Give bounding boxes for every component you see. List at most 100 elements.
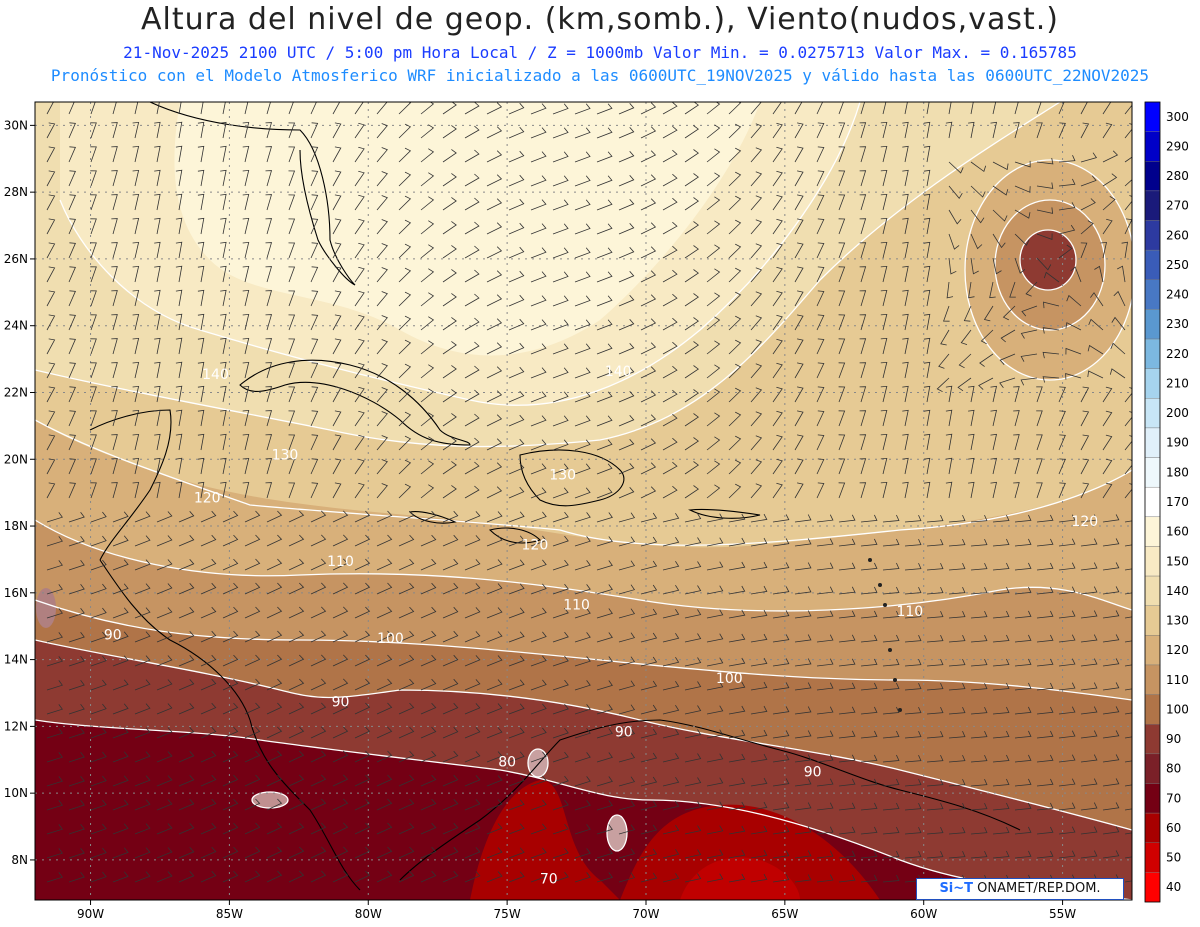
wind-barb (530, 679, 547, 691)
wind-barb (684, 365, 699, 379)
wind-barb (1109, 368, 1126, 379)
wind-barb (923, 361, 931, 379)
wind-barb (552, 487, 569, 499)
colorbar-swatch (1144, 605, 1161, 636)
wind-barb (618, 391, 635, 403)
wind-barb (882, 634, 900, 643)
wind-barb (728, 339, 742, 355)
wind-barb (684, 389, 699, 403)
wind-barb (772, 634, 790, 643)
wind-barb (1124, 832, 1132, 835)
wind-barb (728, 195, 742, 211)
wind-barb (772, 802, 790, 811)
wind-barb (1080, 122, 1090, 139)
wind-barb (90, 847, 107, 859)
wind-barb (880, 241, 888, 259)
wind-barb (684, 753, 702, 763)
wind-barb (530, 607, 547, 619)
wind-barb (859, 314, 867, 331)
wind-barb (838, 778, 856, 787)
wind-barb (530, 247, 547, 259)
wind-barb (859, 458, 867, 475)
wind-barb (442, 630, 459, 643)
wind-barb (816, 658, 834, 667)
wind-barb (596, 415, 613, 427)
wind-barb (816, 754, 834, 763)
wind-barb (794, 754, 812, 763)
wind-barb (882, 778, 900, 787)
wind-barb (376, 582, 393, 595)
wind-barb (486, 486, 503, 499)
wind-barb (816, 386, 825, 403)
contour-label: 70 (540, 871, 558, 887)
wind-barb (750, 705, 768, 715)
wind-barb (618, 127, 635, 139)
wind-barb (332, 314, 342, 331)
wind-barb (904, 850, 922, 859)
wind-barb (354, 102, 364, 115)
wind-barb (640, 294, 657, 307)
wind-barb (706, 609, 724, 619)
colorbar-label: 270 (1166, 199, 1189, 213)
wind-barb (68, 458, 76, 475)
wind-barb (464, 317, 480, 331)
wind-barb (882, 754, 900, 763)
wind-barb (574, 704, 591, 715)
wind-barb (552, 655, 569, 667)
wind-barb (990, 409, 998, 427)
wind-barb (420, 196, 435, 211)
wind-barb (111, 434, 118, 451)
wind-barb (618, 704, 636, 715)
wind-barb (904, 658, 922, 667)
wind-barb (640, 632, 658, 643)
wind-barb (1102, 682, 1120, 691)
lat-tick-label: 16N (4, 586, 28, 600)
wind-barb (376, 750, 393, 763)
wind-barb (640, 270, 657, 283)
wind-barb (508, 511, 525, 523)
wind-barb (508, 703, 525, 715)
wind-barb (178, 583, 195, 595)
wind-barb (990, 481, 998, 499)
wind-barb (310, 654, 327, 667)
wind-barb (175, 457, 183, 475)
wind-barb (574, 463, 591, 475)
wind-barb (310, 846, 327, 859)
wind-barb (596, 536, 613, 547)
wind-barb (1124, 616, 1132, 619)
wind-barb (486, 198, 503, 211)
wind-barb (530, 847, 547, 859)
wind-barb (662, 365, 678, 379)
wind-barb (132, 121, 140, 139)
wind-barb (420, 702, 437, 715)
colorbar-swatch (1144, 427, 1161, 458)
wind-barb (640, 486, 657, 499)
wind-barb (178, 799, 195, 811)
wind-barb (750, 825, 768, 835)
wind-barb (310, 242, 319, 259)
wind-barb (706, 537, 724, 547)
wind-barb (1014, 586, 1032, 595)
wind-barb (596, 848, 613, 859)
wind-barb (684, 461, 699, 475)
wind-barb (596, 295, 613, 307)
wind-barb (684, 825, 702, 835)
wind-barb (420, 534, 437, 547)
wind-barb (486, 246, 503, 259)
wind-barb (244, 822, 261, 835)
wind-barb (464, 341, 480, 355)
wind-barb (1102, 562, 1120, 571)
wind-barb (882, 730, 900, 739)
wind-barb (880, 433, 888, 451)
wind-barb (530, 343, 547, 355)
wind-barb (486, 607, 503, 619)
wind-barb (46, 242, 56, 259)
wind-barb (816, 482, 825, 499)
wind-barb (175, 145, 183, 163)
wind-barb (923, 385, 931, 403)
wind-barb (266, 630, 283, 643)
wind-barb (530, 631, 547, 643)
wind-barb (508, 126, 525, 139)
wind-barb (1102, 102, 1112, 115)
wind-barb (220, 457, 227, 475)
